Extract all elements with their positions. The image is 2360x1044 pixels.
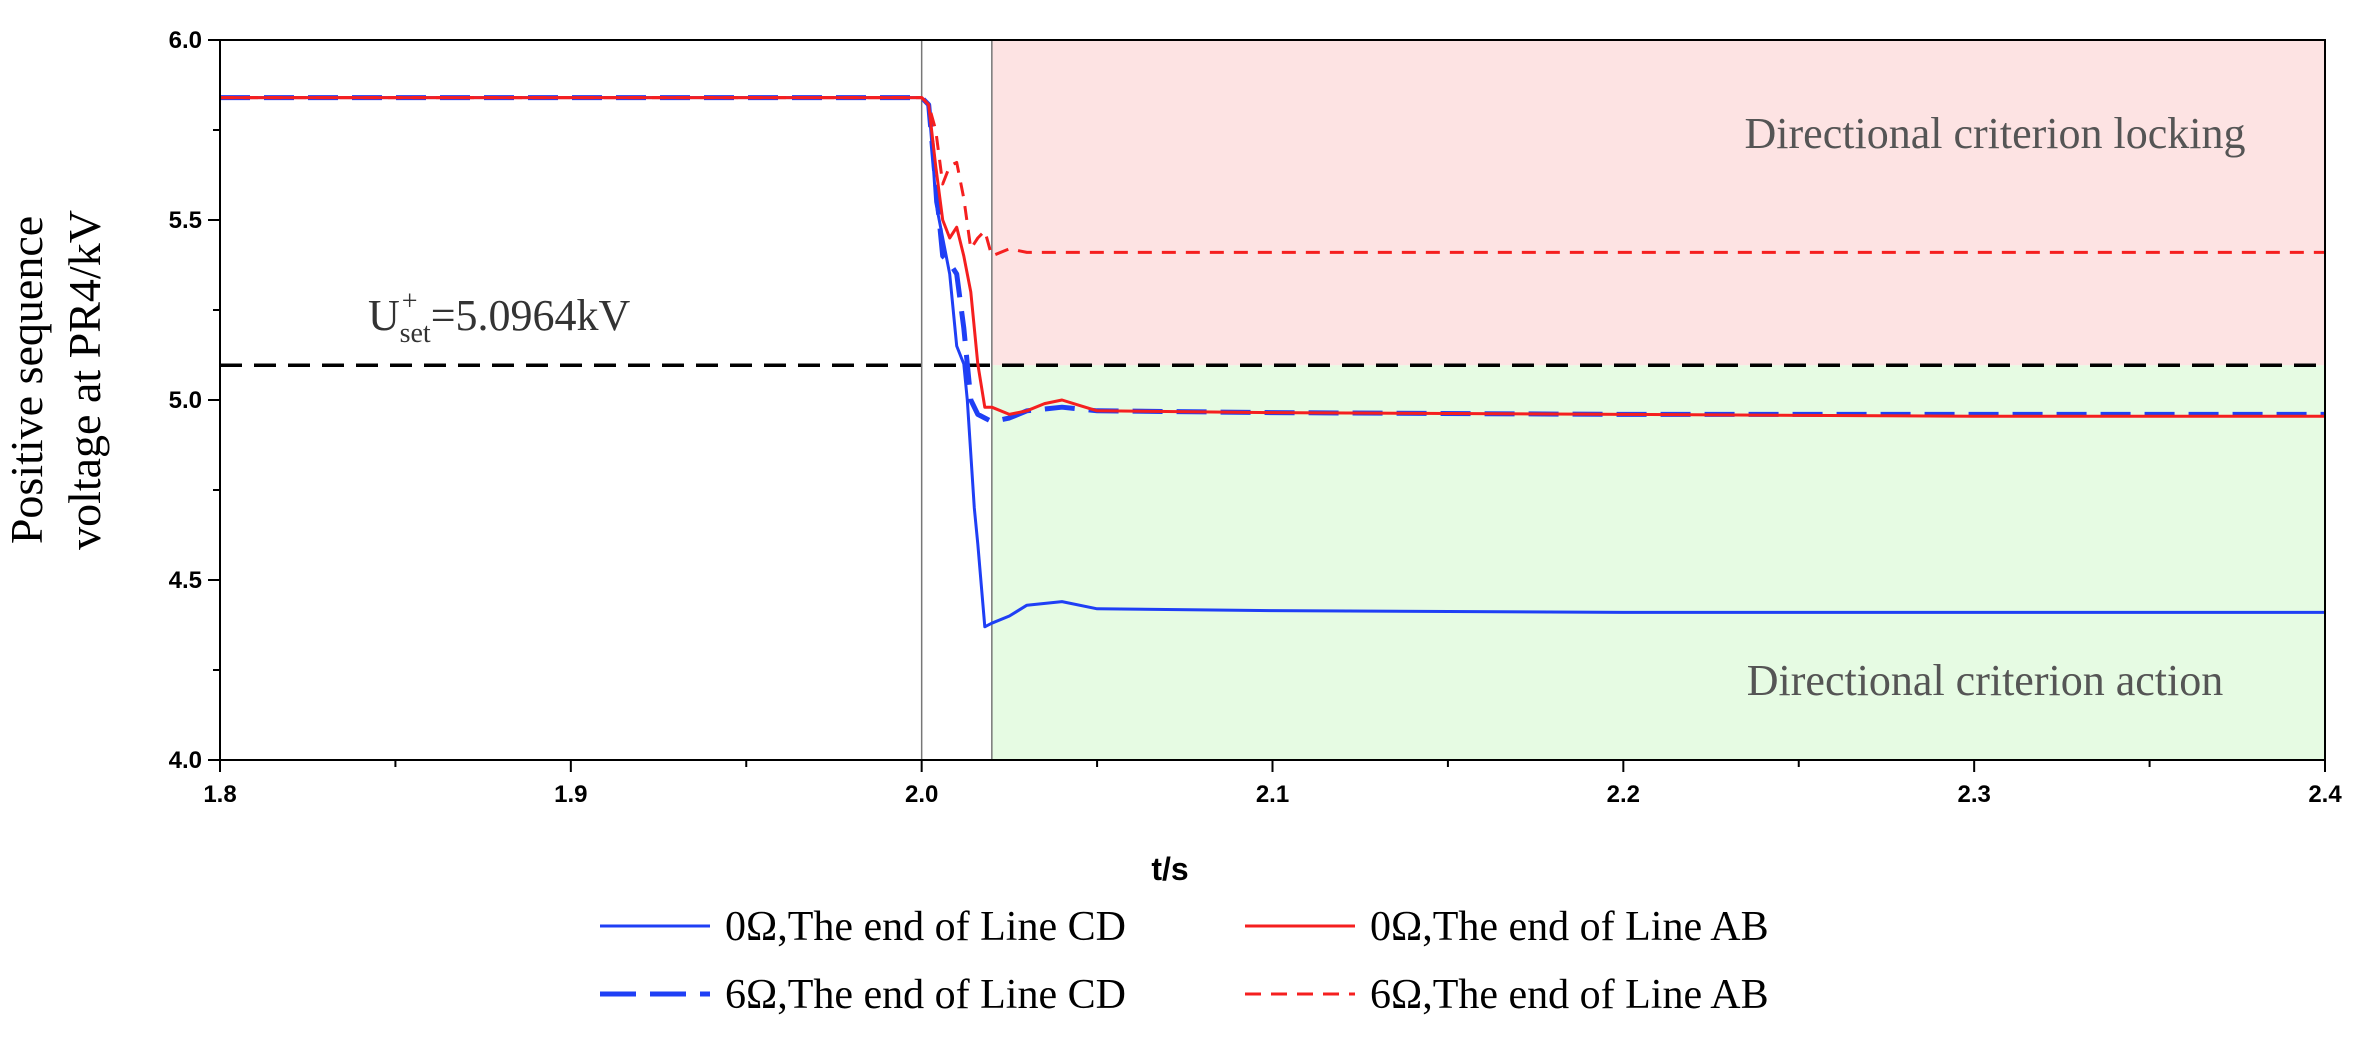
region-label-1: Directional criterion action [1747,656,2223,705]
x-tick-label: 2.3 [1957,781,1990,808]
region-label-0: Directional criterion locking [1745,109,2246,158]
vertical-markers [920,40,993,760]
x-tick-label: 1.9 [554,781,587,808]
legend: 0Ω,The end of Line CD 0Ω,The end of Line … [600,904,1769,1018]
legend-label-1: 0Ω,The end of Line AB [1370,904,1769,950]
series-line-1 [220,96,2325,418]
x-tick-label: 1.8 [203,781,236,808]
legend-label-2: 6Ω,The end of Line CD [725,972,1126,1018]
series-lines [220,95,2325,629]
y-axis-title-line1: Positive sequence [1,216,52,544]
region-1 [991,365,2326,760]
y-axis-title-line2: voltage at PR4/kV [59,210,110,550]
series-line-3 [220,96,2325,258]
y-tick-label: 5.0 [169,387,202,414]
x-axis-title: t/s [1151,851,1188,887]
y-tick-label: 6.0 [169,27,202,54]
regions: Directional criterion locking Directional… [991,40,2326,760]
y-tick-label: 4.0 [169,747,202,774]
threshold: U+ set=5.0964kV [220,286,2325,368]
x-tick-label: 2.0 [905,781,938,808]
legend-label-0: 0Ω,The end of Line CD [725,904,1126,950]
y-tick-label: 5.5 [169,207,202,234]
y-tick-label: 4.5 [169,567,202,594]
x-tick-label: 2.1 [1256,781,1289,808]
legend-label-3: 6Ω,The end of Line AB [1370,972,1769,1018]
axes: 1.8 1.9 2.0 2.1 2.2 2.3 2.4 4.0 4.5 5.0 5.5 6.0 [169,27,2343,808]
x-tick-label: 2.2 [1607,781,1640,808]
labels: Positive sequence voltage at PR4/kV t/s [1,210,1189,887]
x-tick-label: 2.4 [2308,781,2342,808]
region-0 [991,40,2326,366]
threshold-label: U+ set=5.0964kV [368,286,631,349]
series-line-0 [220,96,2325,629]
